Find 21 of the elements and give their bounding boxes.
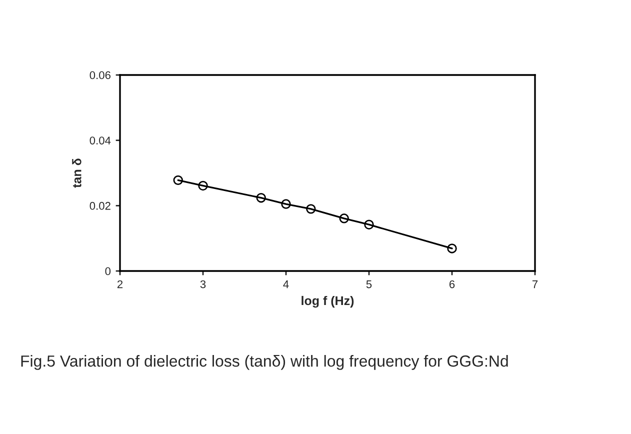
point [364, 220, 374, 230]
point [173, 175, 183, 186]
x-tick-label: 4 [283, 280, 289, 288]
point [447, 244, 457, 254]
point [306, 204, 316, 214]
caption: Fig.5 Variation of dielectric loss (tanδ) with log frequency for GGG:Nd [21, 355, 508, 370]
y-tick-label: 0.04 [90, 136, 111, 144]
y-tick-label: 0 [105, 267, 111, 276]
point [281, 199, 291, 209]
x-tick-label: 6 [449, 280, 455, 288]
x-tick-label: 3 [200, 280, 206, 288]
point [256, 192, 266, 203]
y-tick-label: 0.02 [90, 202, 110, 210]
point [198, 180, 208, 191]
x-tick-label: 5 [366, 280, 372, 288]
x-tick-label: 7 [532, 280, 538, 288]
y-tick-label: 0.06 [90, 71, 110, 80]
x-tick-label: 2 [117, 280, 123, 288]
x-axis-title: log f (Hz) [302, 296, 354, 308]
y-axis-title: tan δ [72, 158, 82, 188]
point [339, 214, 349, 224]
